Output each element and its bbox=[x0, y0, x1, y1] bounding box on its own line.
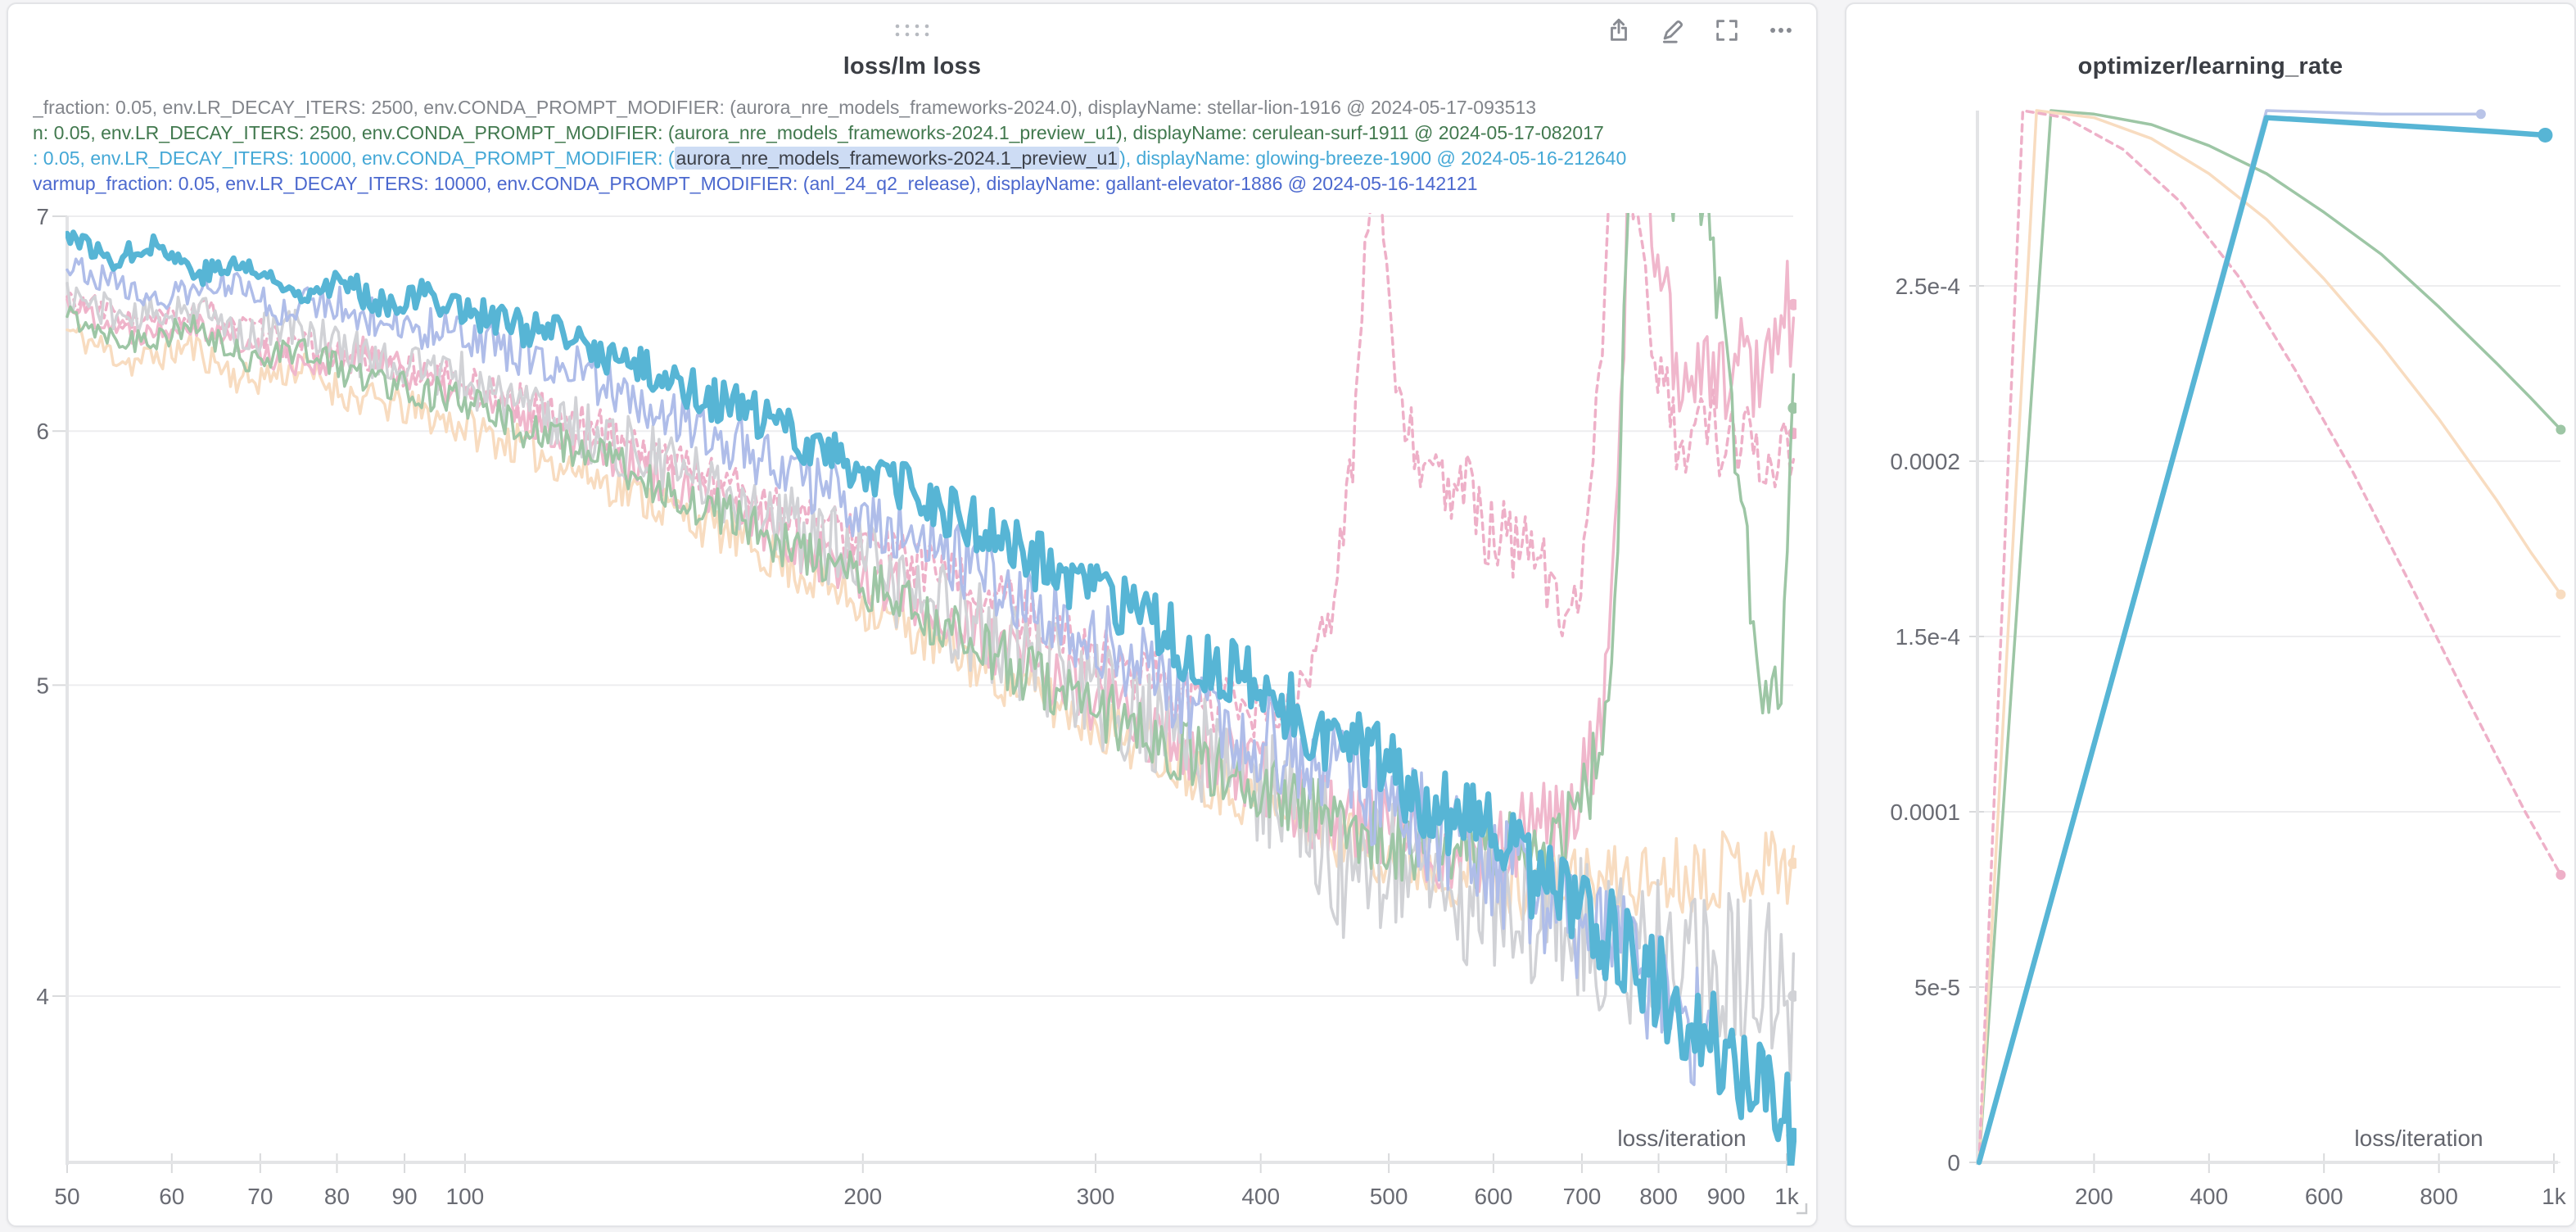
series-line[interactable] bbox=[66, 282, 1796, 1082]
x-tick-label: 50 bbox=[54, 1184, 79, 1209]
series-line[interactable] bbox=[1977, 109, 2563, 1164]
learning-rate-chart[interactable]: 2.5e-4 0.0002 1.5e-4 0.0001 5e-5 0 200 400 600 80… bbox=[1846, 4, 2574, 1225]
x-tick-label: 200 bbox=[843, 1184, 882, 1209]
panel-learning-rate[interactable]: optimizer/learning_rate 2.5e-4 0.0002 1.5e… bbox=[1845, 2, 2576, 1227]
y-tick-label: 0 bbox=[1947, 1150, 1960, 1175]
x-tick-label: 600 bbox=[1475, 1184, 1513, 1209]
x-tick-label: 800 bbox=[1639, 1184, 1678, 1209]
x-tick-label: 900 bbox=[1707, 1184, 1746, 1209]
x-tick-label: 70 bbox=[247, 1184, 273, 1209]
panel-toolbar bbox=[1603, 16, 1796, 47]
legend-run-text-highlighted: aurora_nre_models_frameworks-2024.1_prev… bbox=[674, 147, 1120, 170]
legend-run-text: n: 0.05, env.LR_DECAY_ITERS: 2500, env.C… bbox=[33, 122, 1604, 143]
x-tick-label: 800 bbox=[2420, 1184, 2458, 1209]
inner-axis-label: loss/iteration bbox=[2354, 1126, 2483, 1151]
y-tick-label: 1.5e-4 bbox=[1896, 624, 1960, 650]
series-line[interactable] bbox=[66, 256, 1711, 1086]
legend-run-text: ), displayName: glowing-breeze-1900 @ 20… bbox=[1119, 147, 1627, 169]
edit-button[interactable] bbox=[1657, 16, 1688, 47]
x-tick-label: 1k bbox=[1774, 1184, 1800, 1209]
y-tick-label: 0.0002 bbox=[1890, 449, 1960, 474]
x-tick-label: 600 bbox=[2305, 1184, 2343, 1209]
endpoint-dot bbox=[1787, 402, 1796, 414]
loss-chart[interactable]: 7 6 5 4 50 60 70 80 90 100 200 300 400 500 600 700 800 90… bbox=[8, 4, 1816, 1225]
series-line[interactable] bbox=[1977, 109, 2563, 1164]
x-tick-label: 400 bbox=[1241, 1184, 1280, 1209]
x-tick-label: 100 bbox=[446, 1184, 485, 1209]
legend-run[interactable]: n: 0.05, env.LR_DECAY_ITERS: 2500, env.C… bbox=[33, 120, 1816, 146]
legend-run-text: varmup_fraction: 0.05, env.LR_DECAY_ITER… bbox=[33, 173, 1478, 194]
endpoint-dot bbox=[2556, 870, 2566, 881]
run-legend: _fraction: 0.05, env.LR_DECAY_ITERS: 250… bbox=[33, 95, 1816, 197]
endpoint-dot bbox=[1787, 990, 1796, 1002]
endpoint-dot bbox=[1787, 428, 1796, 440]
endpoint-dot bbox=[1787, 857, 1796, 869]
more-button[interactable] bbox=[1765, 16, 1796, 47]
x-tick-label: 700 bbox=[1563, 1184, 1602, 1209]
pencil-icon bbox=[1659, 16, 1687, 47]
endpoint-dot bbox=[2556, 589, 2566, 600]
legend-run-text: _fraction: 0.05, env.LR_DECAY_ITERS: 250… bbox=[33, 97, 1537, 118]
resize-handle-icon[interactable] bbox=[1792, 1198, 1808, 1219]
x-tick-label: 200 bbox=[2075, 1184, 2113, 1209]
inner-axis-label: loss/iteration bbox=[1617, 1126, 1746, 1151]
x-tick-label: 300 bbox=[1077, 1184, 1115, 1209]
legend-run[interactable]: : 0.05, env.LR_DECAY_ITERS: 10000, env.C… bbox=[33, 146, 1816, 171]
series-line[interactable] bbox=[1977, 109, 2563, 1164]
y-tick-label: 5 bbox=[36, 673, 49, 698]
legend-run[interactable]: _fraction: 0.05, env.LR_DECAY_ITERS: 250… bbox=[33, 95, 1816, 120]
series-line[interactable] bbox=[1976, 115, 2548, 1166]
ellipsis-icon bbox=[1767, 16, 1795, 47]
endpoint-dot bbox=[2475, 109, 2486, 120]
page-title-lr: optimizer/learning_rate bbox=[2077, 53, 2343, 79]
y-tick-label: 2.5e-4 bbox=[1896, 274, 1960, 299]
y-tick-label: 4 bbox=[36, 984, 49, 1009]
panel-loss-lm-loss[interactable]: loss/lm loss _fraction: 0.05, env.LR_DEC… bbox=[7, 2, 1818, 1227]
endpoint-dot bbox=[2556, 424, 2566, 435]
share-icon bbox=[1605, 16, 1633, 47]
drag-handle-icon[interactable] bbox=[892, 22, 933, 43]
endpoint-dot bbox=[1787, 298, 1796, 310]
fullscreen-icon bbox=[1713, 16, 1741, 47]
x-tick-label: 60 bbox=[159, 1184, 184, 1209]
x-tick-label: 90 bbox=[391, 1184, 417, 1209]
share-button[interactable] bbox=[1603, 16, 1634, 47]
y-tick-label: 7 bbox=[36, 204, 49, 229]
legend-run-text: : 0.05, env.LR_DECAY_ITERS: 10000, env.C… bbox=[33, 147, 675, 169]
x-tick-label: 400 bbox=[2190, 1184, 2228, 1209]
y-tick-label: 6 bbox=[36, 419, 49, 444]
y-tick-label: 5e-5 bbox=[1914, 975, 1960, 1000]
legend-run[interactable]: varmup_fraction: 0.05, env.LR_DECAY_ITER… bbox=[33, 171, 1816, 197]
x-tick-label: 500 bbox=[1370, 1184, 1408, 1209]
fullscreen-button[interactable] bbox=[1711, 16, 1742, 47]
page-title: loss/lm loss bbox=[843, 53, 982, 79]
endpoint-dot bbox=[2538, 127, 2553, 143]
endpoint-dot bbox=[1786, 1127, 1796, 1143]
series-line[interactable] bbox=[66, 129, 1796, 739]
x-tick-label: 1k bbox=[2542, 1184, 2567, 1209]
x-tick-label: 80 bbox=[324, 1184, 350, 1209]
series-line[interactable] bbox=[66, 229, 1796, 1178]
y-tick-label: 0.0001 bbox=[1890, 799, 1960, 825]
